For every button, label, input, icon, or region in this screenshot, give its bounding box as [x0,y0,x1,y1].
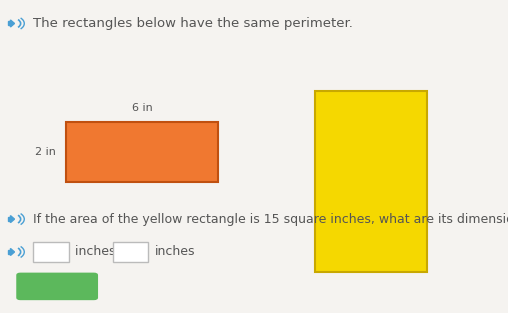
Text: The rectangles below have the same perimeter.: The rectangles below have the same perim… [33,17,353,30]
Text: 6 in: 6 in [132,103,152,113]
Polygon shape [11,249,15,255]
Bar [33,242,69,262]
Polygon shape [11,20,15,27]
Bar [66,122,218,182]
Polygon shape [8,250,11,254]
Text: Subr: Subr [33,280,64,293]
Text: inches by: inches by [75,245,135,259]
Text: 2 in: 2 in [35,147,56,157]
Text: inches: inches [154,245,195,259]
Text: If the area of the yellow rectangle is 15 square inches, what are its dimensions: If the area of the yellow rectangle is 1… [33,213,508,226]
Polygon shape [11,216,15,223]
Bar [113,242,148,262]
Bar [315,91,427,272]
Polygon shape [8,22,11,25]
FancyBboxPatch shape [16,273,98,300]
Polygon shape [8,217,11,221]
